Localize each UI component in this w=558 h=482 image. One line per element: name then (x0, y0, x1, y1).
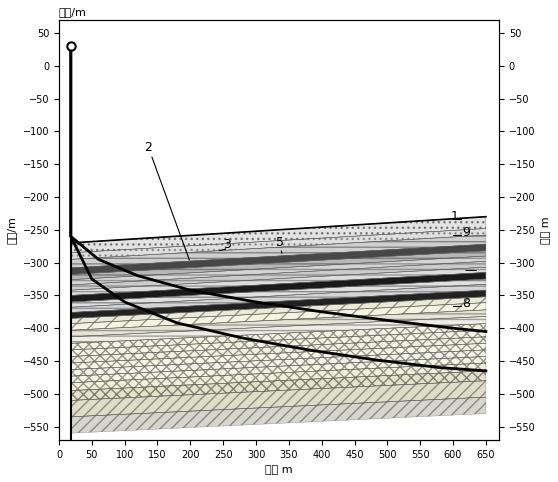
Polygon shape (71, 261, 486, 290)
Polygon shape (71, 357, 486, 383)
Polygon shape (71, 284, 486, 312)
Polygon shape (71, 228, 486, 259)
Polygon shape (71, 343, 486, 370)
Text: —: — (464, 265, 477, 278)
Polygon shape (71, 290, 486, 319)
Polygon shape (71, 303, 486, 330)
Polygon shape (71, 363, 486, 390)
Polygon shape (71, 235, 486, 268)
Polygon shape (71, 323, 486, 350)
Polygon shape (71, 316, 486, 343)
Y-axis label: 标高/m: 标高/m (7, 216, 17, 244)
Polygon shape (71, 256, 486, 285)
Text: 3: 3 (223, 238, 231, 251)
Y-axis label: 标高 m: 标高 m (541, 216, 551, 243)
Text: 标高/m: 标高/m (59, 7, 87, 16)
Polygon shape (71, 244, 486, 274)
Polygon shape (71, 267, 486, 295)
Polygon shape (71, 217, 486, 253)
Polygon shape (71, 251, 486, 280)
Polygon shape (71, 297, 486, 323)
Text: 5: 5 (276, 236, 283, 249)
Text: 2: 2 (145, 141, 152, 154)
Polygon shape (71, 350, 486, 376)
Polygon shape (71, 337, 486, 363)
Text: 8: 8 (462, 297, 470, 310)
Polygon shape (71, 310, 486, 337)
X-axis label: 位移 m: 位移 m (265, 465, 293, 475)
Text: 9: 9 (462, 227, 470, 240)
Polygon shape (71, 272, 486, 302)
Polygon shape (71, 397, 486, 433)
Text: 1: 1 (451, 210, 459, 223)
Polygon shape (71, 371, 486, 401)
Polygon shape (71, 381, 486, 417)
Polygon shape (71, 279, 486, 307)
Polygon shape (71, 330, 486, 357)
